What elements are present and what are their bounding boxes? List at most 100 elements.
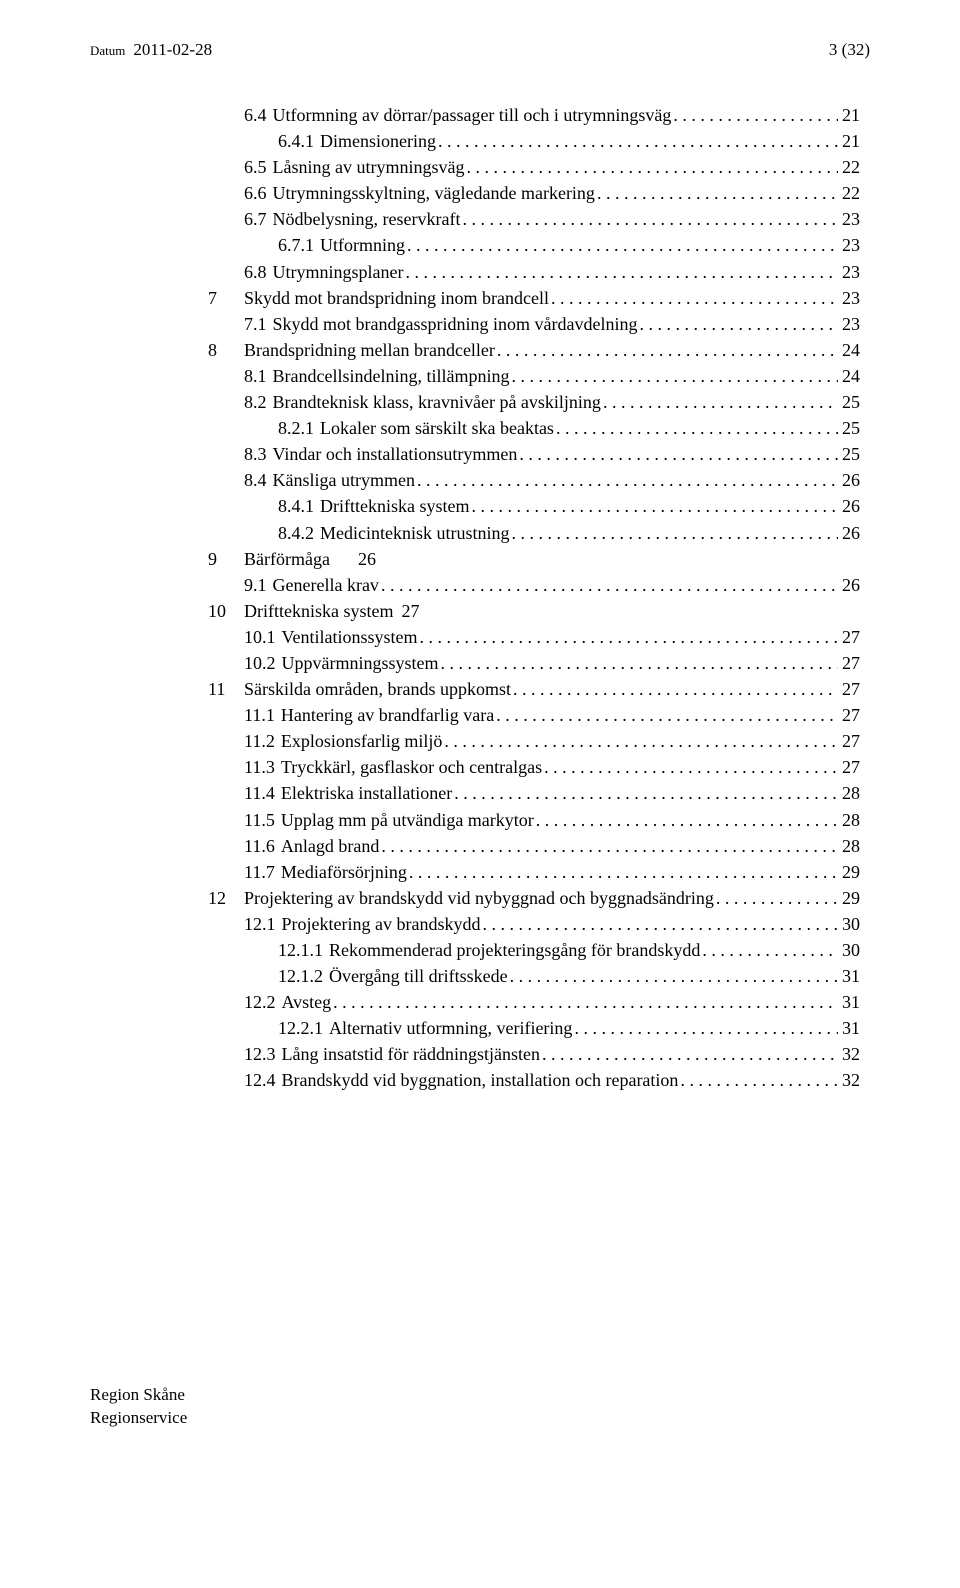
toc-number: 12.2.1 bbox=[278, 1015, 329, 1041]
toc-title: Generella krav bbox=[273, 572, 381, 598]
toc-number: 6.6 bbox=[244, 180, 273, 206]
toc-leader bbox=[454, 780, 838, 806]
toc-entry: 6.5Låsning av utrymningsväg22 bbox=[208, 154, 860, 180]
toc-page: 25 bbox=[838, 415, 860, 441]
toc-number: 10.2 bbox=[244, 650, 282, 676]
toc-page: 23 bbox=[838, 259, 860, 285]
toc-entry: 11.1Hantering av brandfarlig vara27 bbox=[208, 702, 860, 728]
toc-title: Hantering av brandfarlig vara bbox=[281, 702, 496, 728]
toc-entry: 8.3Vindar och installationsutrymmen25 bbox=[208, 441, 860, 467]
toc-entry: 8.1Brandcellsindelning, tillämpning24 bbox=[208, 363, 860, 389]
toc-leader bbox=[680, 1067, 838, 1093]
toc-leader bbox=[417, 467, 838, 493]
toc-title: Elektriska installationer bbox=[281, 780, 454, 806]
toc-number: 11.4 bbox=[244, 780, 281, 806]
toc-page: 23 bbox=[838, 285, 860, 311]
toc-entry: 11.6Anlagd brand28 bbox=[208, 833, 860, 859]
toc-title: Projektering av brandskydd vid nybyggnad… bbox=[244, 885, 716, 911]
toc-leader bbox=[511, 520, 838, 546]
toc-number: 8.4.2 bbox=[278, 520, 320, 546]
toc-page: 26 bbox=[838, 493, 860, 519]
toc-leader bbox=[381, 572, 838, 598]
toc-leader bbox=[496, 702, 838, 728]
toc-entry: 11.3Tryckkärl, gasflaskor och centralgas… bbox=[208, 754, 860, 780]
toc-entry: 9.1Generella krav26 bbox=[208, 572, 860, 598]
toc-entry: 11Särskilda områden, brands uppkomst27 bbox=[208, 676, 860, 702]
toc-number: 6.8 bbox=[244, 259, 273, 285]
toc-title: Övergång till driftsskede bbox=[329, 963, 510, 989]
toc-title: Lång insatstid för räddningstjänsten bbox=[282, 1041, 542, 1067]
toc-page: 21 bbox=[838, 128, 860, 154]
toc-leader bbox=[405, 259, 838, 285]
toc-page: 32 bbox=[838, 1041, 860, 1067]
toc-entry: 11.2Explosionsfarlig miljö27 bbox=[208, 728, 860, 754]
table-of-contents: 6.4Utformning av dörrar/passager till oc… bbox=[208, 102, 860, 1094]
toc-leader bbox=[519, 441, 838, 467]
toc-entry: 6.7Nödbelysning, reservkraft23 bbox=[208, 206, 860, 232]
toc-leader bbox=[438, 128, 838, 154]
toc-title: Tryckkärl, gasflaskor och centralgas bbox=[281, 754, 544, 780]
toc-entry: 11.7Mediaförsörjning29 bbox=[208, 859, 860, 885]
toc-entry: 7Skydd mot brandspridning inom brandcell… bbox=[208, 285, 860, 311]
toc-entry: 12.1.2Övergång till driftsskede31 bbox=[208, 963, 860, 989]
toc-page: 26 bbox=[838, 572, 860, 598]
toc-number: 12.3 bbox=[244, 1041, 282, 1067]
toc-title: Explosionsfarlig miljö bbox=[281, 728, 445, 754]
toc-entry: 12.1Projektering av brandskydd30 bbox=[208, 911, 860, 937]
toc-entry: 8.4.2Medicinteknisk utrustning26 bbox=[208, 520, 860, 546]
footer-line-1: Region Skåne bbox=[90, 1384, 870, 1407]
toc-number: 8.2 bbox=[244, 389, 273, 415]
toc-title: Känsliga utrymmen bbox=[273, 467, 417, 493]
toc-entry: 12.1.1Rekommenderad projekteringsgång fö… bbox=[208, 937, 860, 963]
toc-title: Särskilda områden, brands uppkomst bbox=[244, 676, 513, 702]
toc-title: Dimensionering bbox=[320, 128, 438, 154]
toc-title: Utrymningsskyltning, vägledande markerin… bbox=[273, 180, 597, 206]
toc-title: Alternativ utformning, verifiering bbox=[329, 1015, 574, 1041]
toc-number: 11 bbox=[208, 676, 244, 702]
toc-title: Mediaförsörjning bbox=[281, 859, 409, 885]
toc-title: Projektering av brandskydd bbox=[282, 911, 483, 937]
toc-entry: 6.8Utrymningsplaner23 bbox=[208, 259, 860, 285]
toc-page: 27 bbox=[838, 624, 860, 650]
toc-leader bbox=[511, 363, 838, 389]
toc-leader bbox=[574, 1015, 838, 1041]
toc-leader bbox=[542, 1041, 838, 1067]
toc-number: 6.7.1 bbox=[278, 232, 320, 258]
toc-entry: 8.4Känsliga utrymmen26 bbox=[208, 467, 860, 493]
toc-number: 11.1 bbox=[244, 702, 281, 728]
toc-entry: 6.7.1Utformning23 bbox=[208, 232, 860, 258]
toc-page: 27 bbox=[838, 754, 860, 780]
toc-page: 25 bbox=[838, 441, 860, 467]
toc-leader bbox=[702, 937, 838, 963]
toc-leader bbox=[551, 285, 838, 311]
toc-title: Medicinteknisk utrustning bbox=[320, 520, 511, 546]
toc-entry: 8.2Brandteknisk klass, kravnivåer på avs… bbox=[208, 389, 860, 415]
toc-page: 21 bbox=[838, 102, 860, 128]
toc-title: Brandteknisk klass, kravnivåer på avskil… bbox=[273, 389, 603, 415]
toc-number: 7 bbox=[208, 285, 244, 311]
toc-page: 23 bbox=[838, 206, 860, 232]
toc-entry: 6.6Utrymningsskyltning, vägledande marke… bbox=[208, 180, 860, 206]
toc-leader bbox=[536, 807, 838, 833]
toc-leader bbox=[497, 337, 838, 363]
toc-number: 11.5 bbox=[244, 807, 281, 833]
toc-page: 22 bbox=[838, 154, 860, 180]
toc-entry: 9Bärförmåga26 bbox=[208, 546, 860, 572]
toc-leader bbox=[441, 650, 839, 676]
toc-title: Uppvärmningssystem bbox=[282, 650, 441, 676]
toc-leader bbox=[444, 728, 838, 754]
toc-number: 12.1.2 bbox=[278, 963, 329, 989]
toc-number: 12.1.1 bbox=[278, 937, 329, 963]
header-page-number: 3 (32) bbox=[829, 40, 870, 60]
toc-entry: 6.4.1Dimensionering21 bbox=[208, 128, 860, 154]
toc-page: 27 bbox=[838, 650, 860, 676]
toc-number: 8.4 bbox=[244, 467, 273, 493]
toc-page: 28 bbox=[838, 807, 860, 833]
toc-page: 31 bbox=[838, 1015, 860, 1041]
toc-number: 11.7 bbox=[244, 859, 281, 885]
toc-title: Nödbelysning, reservkraft bbox=[273, 206, 463, 232]
toc-title: Upplag mm på utvändiga markytor bbox=[281, 807, 536, 833]
toc-entry: 10Drifttekniska system27 bbox=[208, 598, 860, 624]
toc-entry: 12.2.1Alternativ utformning, verifiering… bbox=[208, 1015, 860, 1041]
toc-number: 6.5 bbox=[244, 154, 273, 180]
